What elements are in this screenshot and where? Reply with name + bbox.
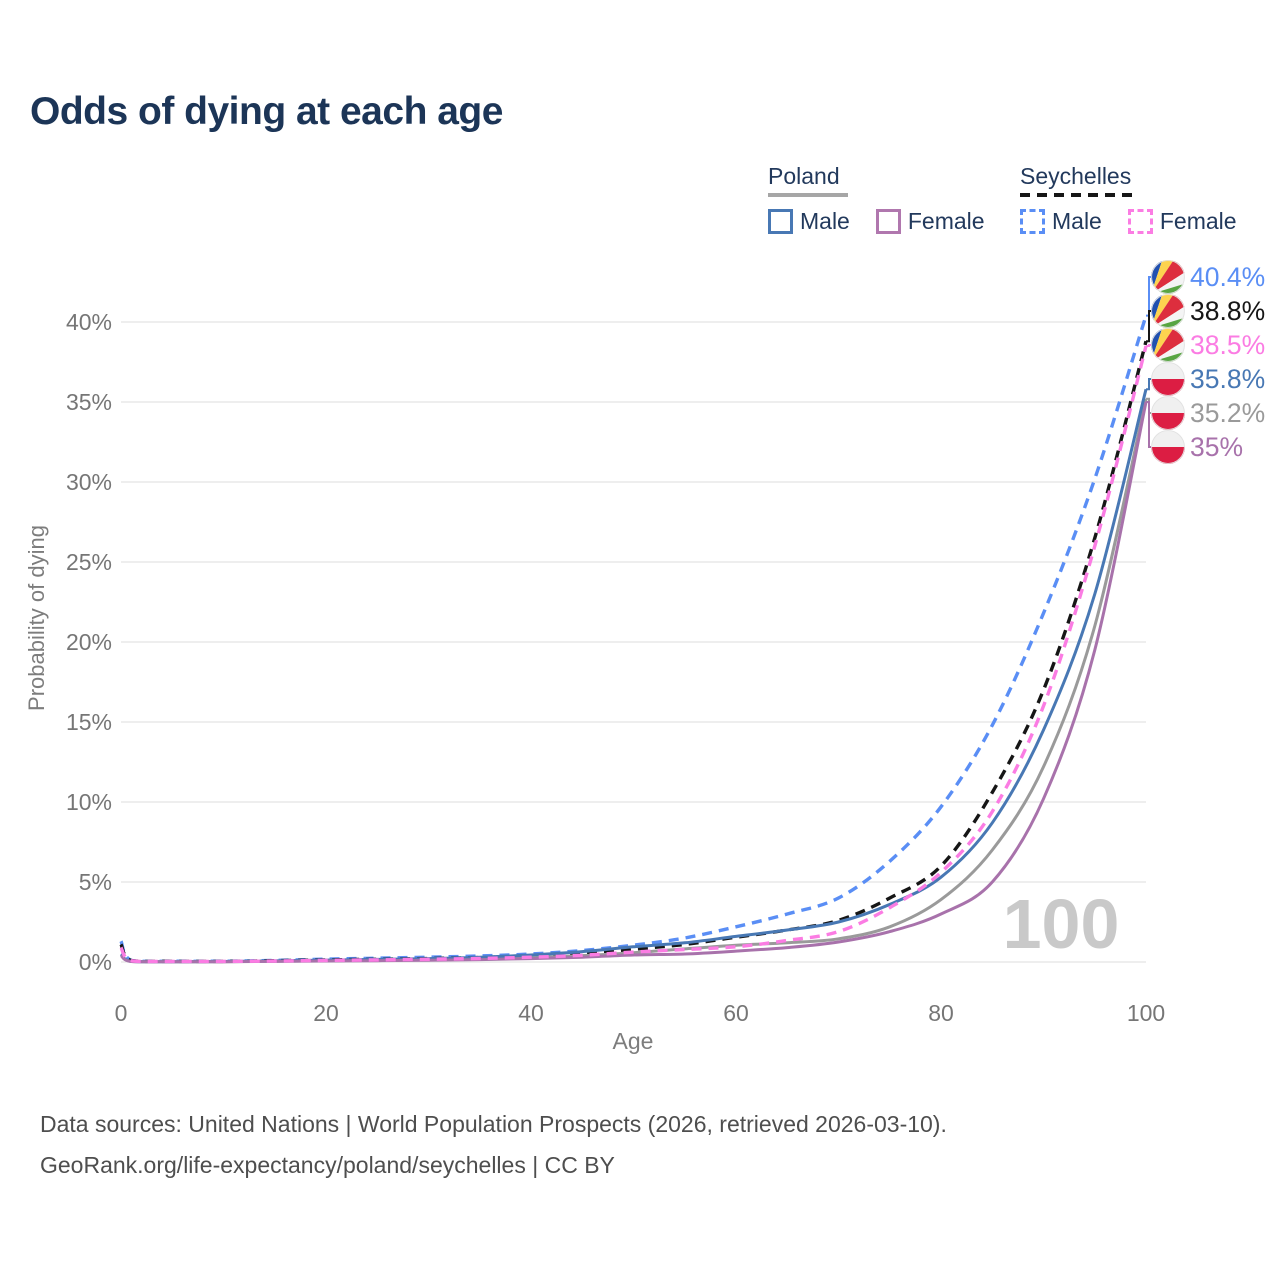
end-value-label-seychelles-both-sexes: 38.8% <box>1190 296 1265 326</box>
y-tick-label: 20% <box>66 629 112 655</box>
legend-underline-seychelles-dashed <box>1020 193 1138 197</box>
end-value-label-poland-male: 35.8% <box>1190 364 1265 394</box>
line-poland-female[interactable] <box>120 401 1148 964</box>
y-tick-label: 40% <box>66 309 112 335</box>
seychelles-female-swatch-icon <box>1127 209 1153 234</box>
legend-underline-poland-solid <box>768 193 848 197</box>
end-value-label-poland-female: 35% <box>1190 432 1243 462</box>
y-tick-label: 5% <box>79 869 112 895</box>
seychelles-flag-icon <box>1151 328 1185 362</box>
leader-line-poland-female <box>1146 401 1152 448</box>
x-axis-title: Age <box>613 1028 654 1054</box>
poland-flag-icon <box>1151 430 1185 464</box>
y-tick-label: 0% <box>79 949 112 975</box>
leader-line-seychelles-male <box>1146 276 1152 317</box>
y-tick-label: 25% <box>66 549 112 575</box>
end-value-label-seychelles-female: 38.5% <box>1190 330 1265 360</box>
poland-male-swatch-icon <box>768 209 793 234</box>
line-seychelles-both-sexes[interactable] <box>119 340 1148 964</box>
legend-title-seychelles: Seychelles <box>1020 163 1132 189</box>
leader-line-seychelles-female <box>1146 344 1152 347</box>
poland-flag-icon <box>1151 396 1185 430</box>
leader-line-poland-male <box>1146 378 1152 391</box>
legend-label-poland-female: Female <box>907 208 985 234</box>
legend-group-seychelles: Seychelles Male Female <box>1020 163 1237 235</box>
end-value-label-seychelles-male: 40.4% <box>1190 262 1265 292</box>
y-tick-label: 35% <box>66 389 112 415</box>
y-axis-title: Probability of dying <box>24 525 49 711</box>
y-tick-label: 10% <box>66 789 112 815</box>
legend-item-poland-male[interactable]: Male <box>768 208 850 235</box>
legend-group-poland: Poland Male Female <box>768 163 985 235</box>
x-tick-label: 100 <box>1127 1000 1165 1026</box>
page-title: Odds of dying at each age <box>30 90 503 133</box>
poland-flag-icon <box>1151 362 1185 396</box>
x-tick-label: 80 <box>928 1000 954 1026</box>
x-tick-label: 20 <box>313 1000 339 1026</box>
end-value-label-poland-both-sexes: 35.2% <box>1190 398 1265 428</box>
legend-title-poland: Poland <box>768 163 840 189</box>
x-tick-label: 0 <box>115 1000 128 1026</box>
legend-label-seychelles-female: Female <box>1159 208 1237 234</box>
age-watermark: 100 <box>1003 885 1120 963</box>
y-tick-label: 30% <box>66 469 112 495</box>
legend-label-poland-male: Male <box>800 208 850 234</box>
legend-item-poland-female[interactable]: Female <box>875 208 985 235</box>
seychelles-flag-icon <box>1151 294 1185 328</box>
y-tick-label: 15% <box>66 709 112 735</box>
seychelles-male-swatch-icon <box>1020 209 1045 234</box>
legend-item-seychelles-female[interactable]: Female <box>1127 208 1237 235</box>
line-seychelles-female[interactable] <box>119 345 1148 964</box>
legend-item-seychelles-male[interactable]: Male <box>1020 208 1102 235</box>
footer: Data sources: United Nations | World Pop… <box>40 1104 947 1186</box>
seychelles-flag-icon <box>1151 260 1185 294</box>
line-poland-male[interactable] <box>119 388 1148 964</box>
leader-line-seychelles-both-sexes <box>1146 310 1152 343</box>
line-seychelles-male[interactable] <box>119 315 1148 964</box>
poland-female-swatch-icon <box>875 209 901 234</box>
attribution-line: GeoRank.org/life-expectancy/poland/seych… <box>40 1152 615 1178</box>
line-poland-both-sexes[interactable] <box>119 398 1148 964</box>
x-tick-label: 60 <box>723 1000 749 1026</box>
data-sources-line: Data sources: United Nations | World Pop… <box>40 1111 947 1137</box>
legend-label-seychelles-male: Male <box>1052 208 1102 234</box>
x-tick-label: 40 <box>518 1000 544 1026</box>
